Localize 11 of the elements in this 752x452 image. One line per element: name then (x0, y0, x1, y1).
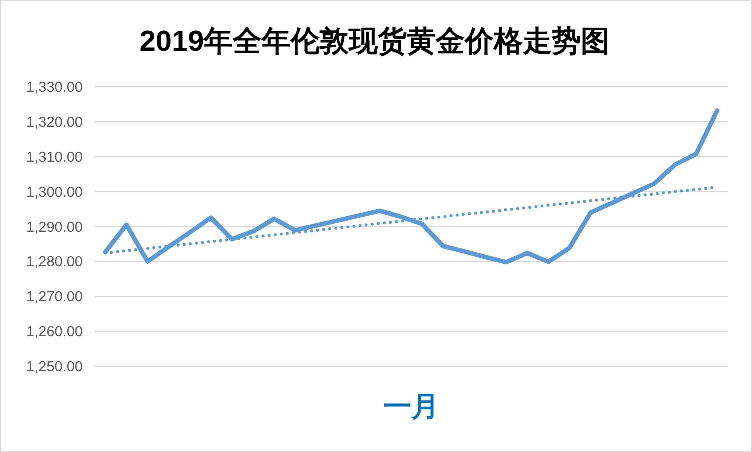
y-tick-label: 1,330.00 (26, 80, 83, 96)
y-tick-label: 1,270.00 (26, 290, 83, 306)
y-tick-label: 1,260.00 (26, 324, 83, 341)
y-tick-label: 1,290.00 (26, 220, 83, 236)
chart-title: 2019年全年伦敦现货黄金价格走势图 (140, 26, 610, 58)
y-tick-label: 1,300.00 (26, 184, 83, 201)
y-tick-label: 1,310.00 (26, 150, 83, 166)
x-axis-title: 一月 (384, 391, 440, 422)
y-tick-label: 1,280.00 (26, 254, 83, 271)
y-tick-label: 1,250.00 (26, 360, 83, 376)
y-tick-label: 1,320.00 (26, 114, 83, 131)
